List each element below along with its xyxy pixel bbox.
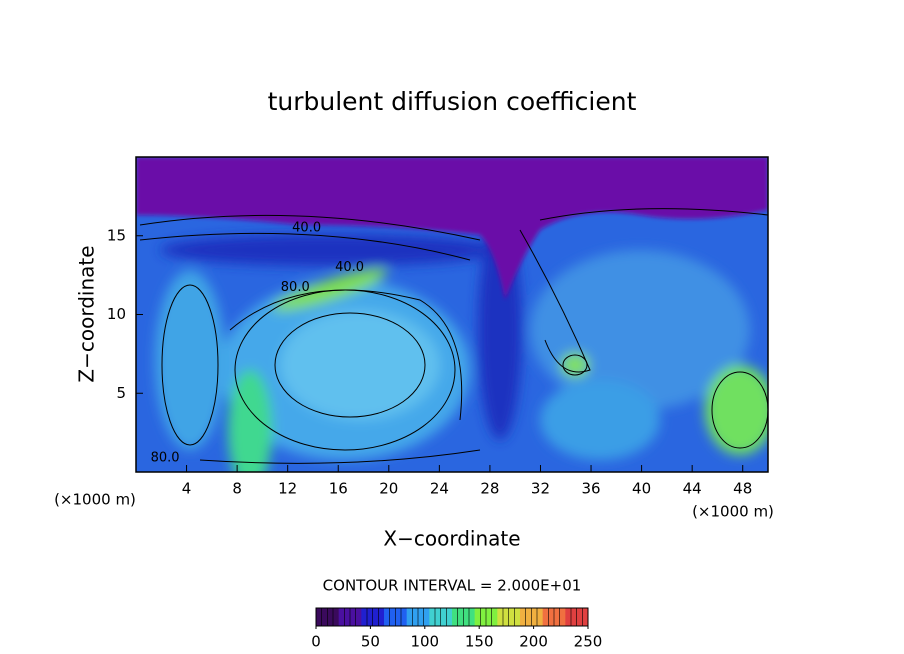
colorbar-tick-label: 100	[410, 633, 439, 651]
contour-label: 80.0	[151, 450, 180, 465]
x-axis-label: X−coordinate	[383, 527, 520, 551]
colorbar-tick-label: 150	[465, 633, 494, 651]
x-tick-label: 40	[632, 480, 651, 498]
x-tick-label: 32	[531, 480, 550, 498]
x-tick-label: 24	[430, 480, 449, 498]
colorbar-tick-label: 50	[361, 633, 380, 651]
contour-label: 40.0	[292, 220, 321, 235]
contour-label: 40.0	[335, 260, 364, 275]
y-tick-label: 5	[116, 384, 126, 402]
colorbar-tick-label: 0	[311, 633, 321, 651]
field	[136, 157, 768, 472]
colorbar-tick-label: 250	[574, 633, 603, 651]
colorbar-tick-label: 200	[519, 633, 548, 651]
x-tick-label: 48	[733, 480, 752, 498]
x-tick-label: 20	[379, 480, 398, 498]
x-tick-label: 36	[581, 480, 600, 498]
y-tick-label: 10	[107, 305, 126, 323]
x-tick-label: 4	[182, 480, 192, 498]
x-tick-label: 8	[232, 480, 242, 498]
x-tick-label: 16	[329, 480, 348, 498]
x-tick-label: 12	[278, 480, 297, 498]
contour-label: 80.0	[281, 280, 310, 295]
chart-title: turbulent diffusion coefficient	[268, 87, 637, 116]
colorbar-frame	[315, 607, 589, 627]
contour-interval: CONTOUR INTERVAL = 2.000E+01	[323, 577, 582, 595]
x-tick-label: 28	[480, 480, 499, 498]
y-axis-label: Z−coordinate	[75, 245, 99, 382]
x-tick-label: 44	[683, 480, 702, 498]
x-unit-label: (×1000 m)	[692, 503, 774, 521]
y-unit-label: (×1000 m)	[54, 491, 136, 509]
y-tick-label: 15	[107, 226, 126, 244]
